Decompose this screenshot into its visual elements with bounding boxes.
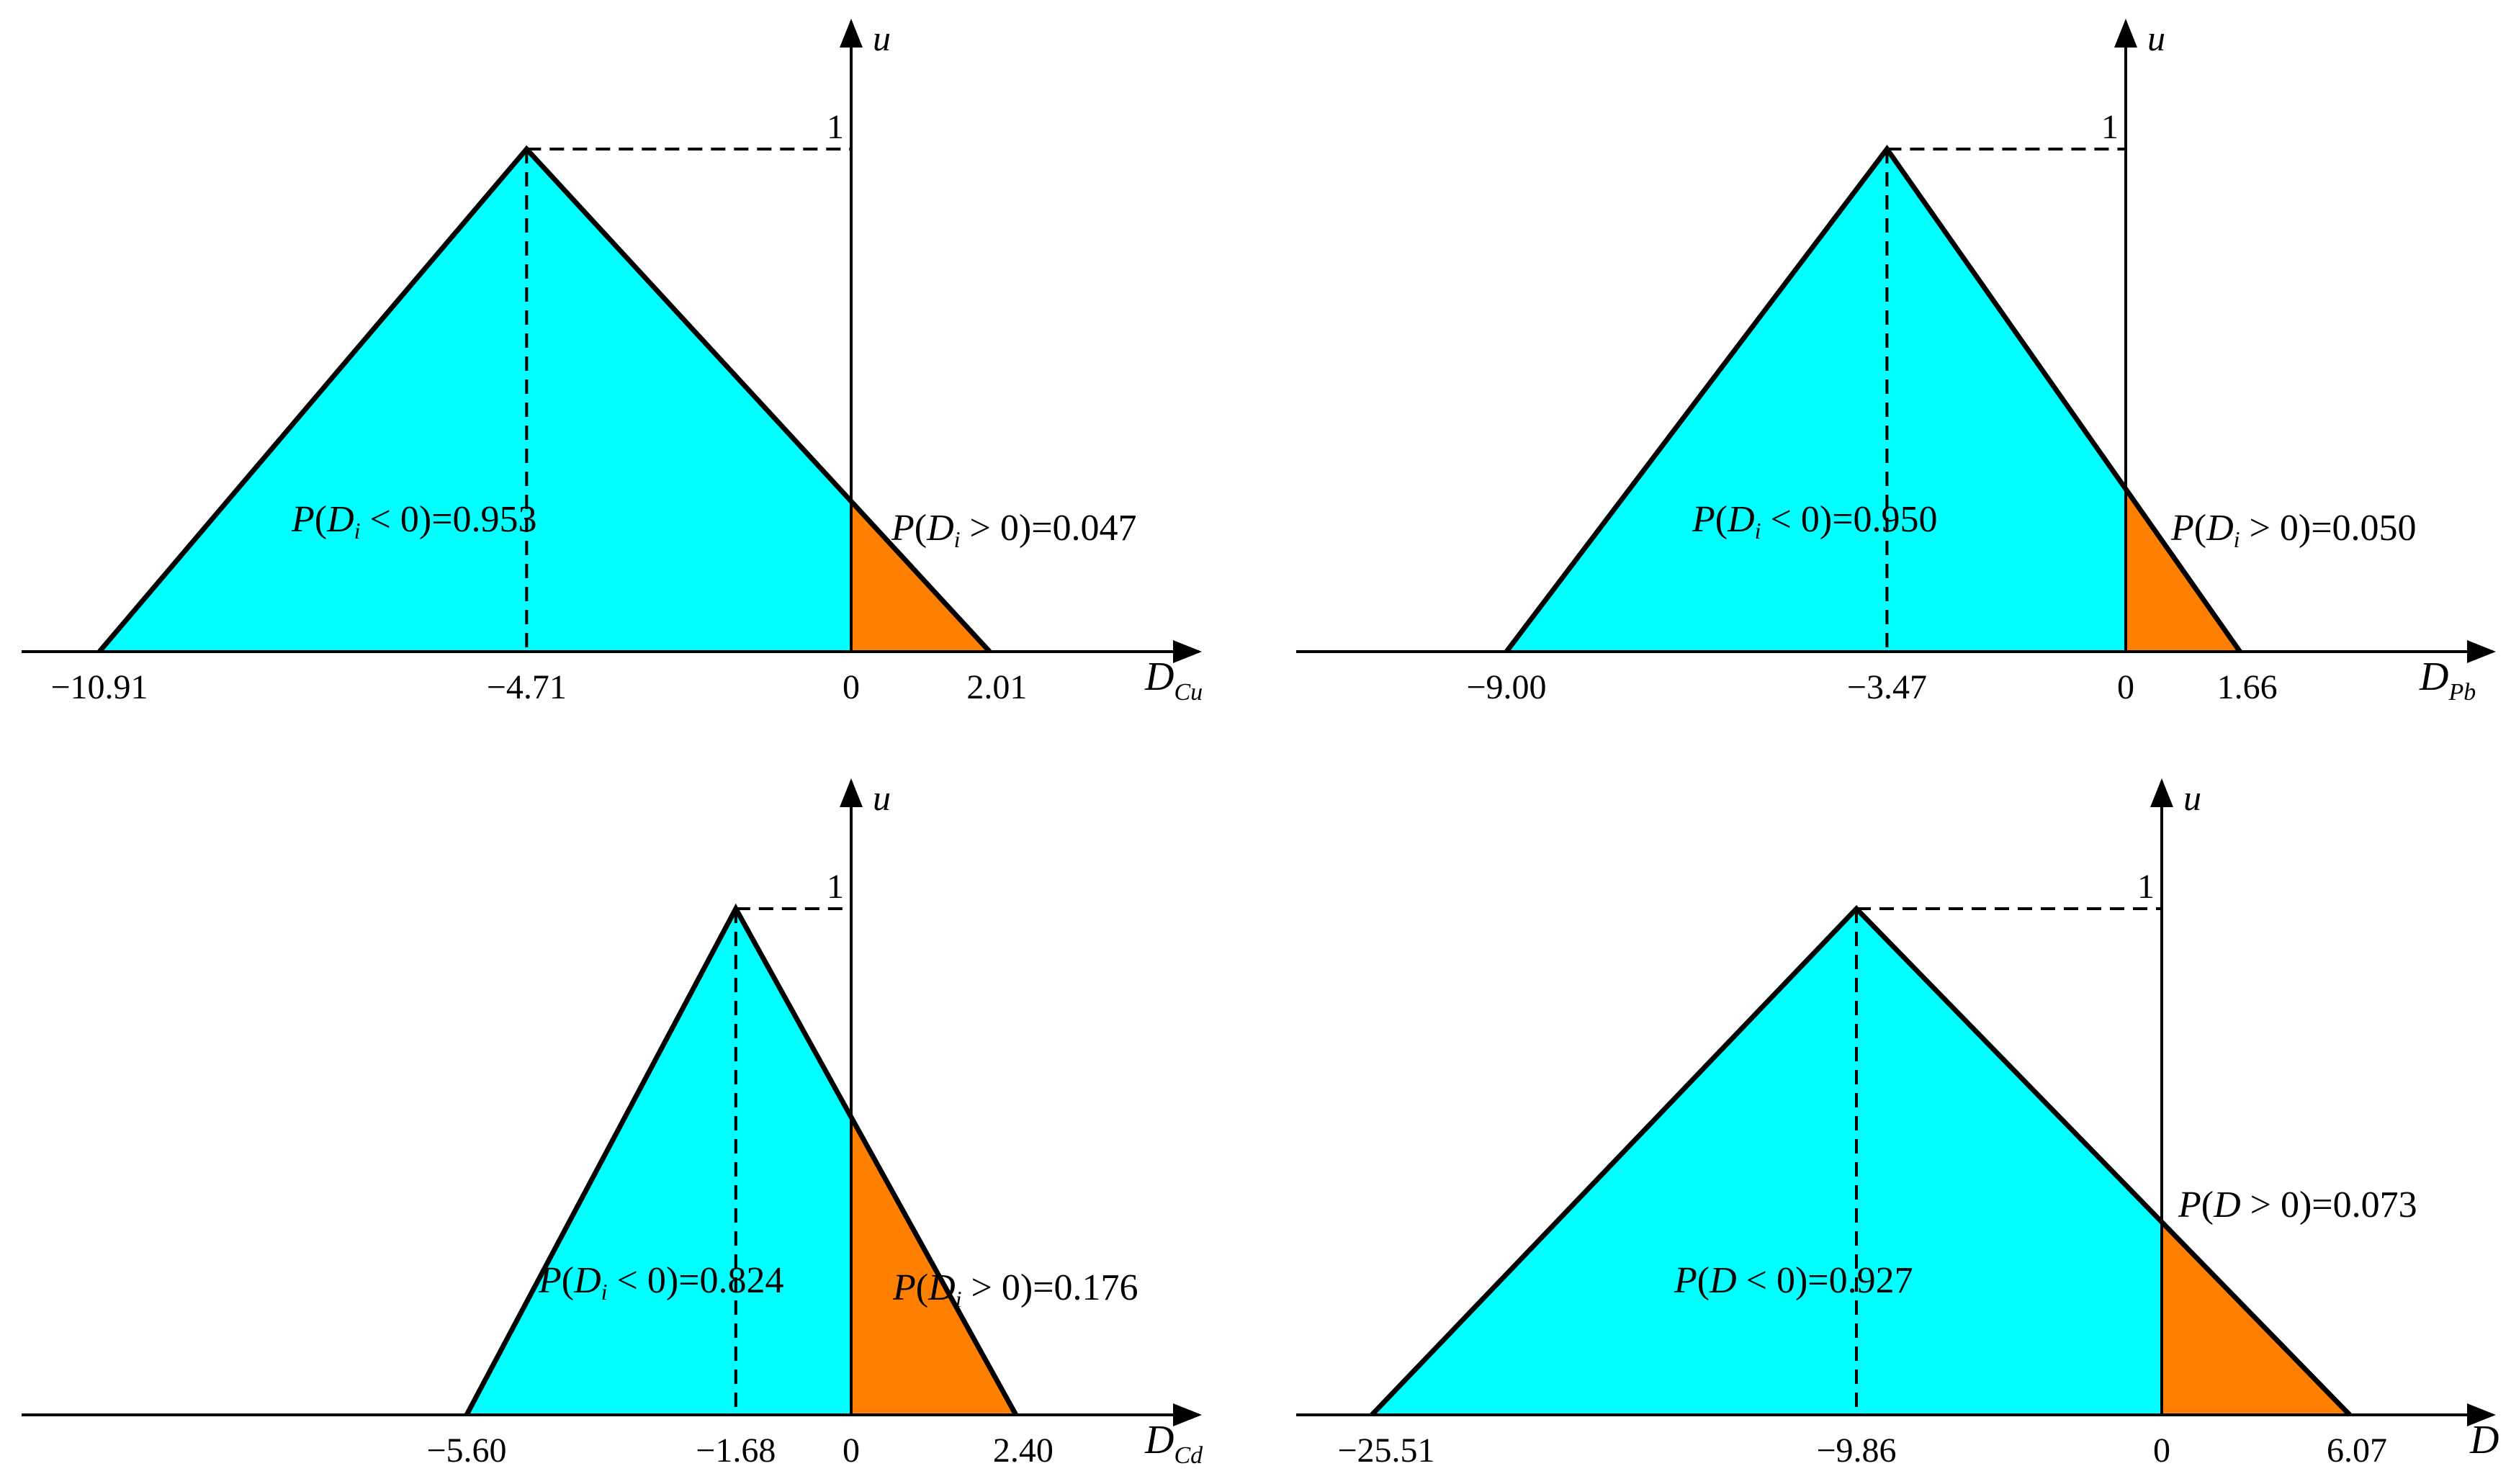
tick-label-mode: −3.47 [1847,668,1927,706]
x-axis-label: DPb [2419,655,2476,706]
x-axis-var: D [1144,655,1174,699]
panel-dcd: u 1 DCd −5.60 −1.68 0 2.40 P(Di < 0)=0.8… [22,778,1203,1470]
annotation-negative: P(Di < 0)=0.824 [538,1260,784,1305]
x-axis-subscript: Cd [1174,1442,1203,1469]
peak-label: 1 [827,108,844,146]
tick-label-mode: −1.68 [696,1431,776,1470]
peak-label: 1 [2137,868,2155,906]
tick-label-left: −10.91 [50,668,148,706]
negative-region [1372,909,2162,1415]
panel-dcu: u 1 DCu −10.91 −4.71 0 2.01 P(Di < 0)=0.… [22,18,1203,706]
negative-region [1506,149,2126,652]
tick-label-right: 2.01 [966,668,1027,706]
annotation-positive: P(D > 0)=0.073 [2178,1184,2417,1226]
y-axis-label: u [2147,18,2165,58]
tick-label-mode: −9.86 [1816,1431,1896,1470]
x-axis-subscript: Cu [1174,679,1203,706]
tick-label-zero: 0 [2153,1431,2170,1470]
tick-label-left: −25.51 [1337,1431,1434,1470]
tick-label-zero: 0 [843,1431,860,1470]
tick-label-left: −5.60 [426,1431,506,1470]
x-axis-var: D [1144,1418,1174,1462]
tick-label-mode: −4.71 [487,668,567,706]
annotation-positive: P(Di > 0)=0.047 [891,508,1137,552]
x-axis-label: DCu [1144,655,1203,706]
tick-label-right: 6.07 [2327,1431,2387,1470]
tick-label-zero: 0 [843,668,860,706]
peak-label: 1 [827,868,844,906]
peak-label: 1 [2101,108,2119,146]
tick-label-right: 1.66 [2217,668,2278,706]
x-axis-var: D [2419,655,2448,699]
y-axis-label: u [873,778,891,818]
negative-region [467,909,851,1415]
panel-dpb: u 1 DPb −9.00 −3.47 0 1.66 P(Di < 0)=0.9… [1296,18,2496,706]
annotation-positive: P(Di > 0)=0.050 [2170,508,2417,552]
panel-d: u 1 D −25.51 −9.86 0 6.07 P(D < 0)=0.927… [1296,778,2499,1470]
tick-label-right: 2.40 [993,1431,1054,1470]
y-axis-label: u [2183,778,2201,818]
annotation-negative: P(Di < 0)=0.950 [1692,499,1938,544]
negative-region [99,149,851,652]
tick-label-left: −9.00 [1466,668,1546,706]
annotation-negative: P(D < 0)=0.927 [1674,1260,1913,1301]
annotation-positive: P(Di > 0)=0.176 [892,1267,1138,1312]
y-axis-label: u [873,18,891,58]
annotation-negative: P(Di < 0)=0.953 [291,499,537,544]
x-axis-label: D [2469,1418,2499,1462]
x-axis-var: D [2469,1418,2499,1462]
x-axis-label: DCd [1144,1418,1203,1469]
tick-label-zero: 0 [2117,668,2134,706]
x-axis-subscript: Pb [2448,679,2476,706]
